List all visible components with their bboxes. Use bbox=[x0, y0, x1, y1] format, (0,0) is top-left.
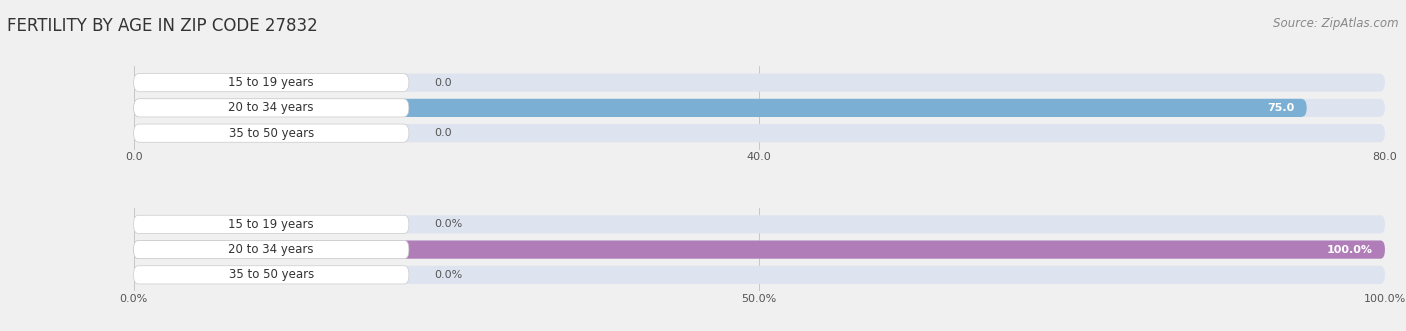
FancyBboxPatch shape bbox=[134, 266, 409, 284]
FancyBboxPatch shape bbox=[134, 215, 1385, 233]
FancyBboxPatch shape bbox=[134, 215, 409, 233]
Text: 100.0%: 100.0% bbox=[1326, 245, 1372, 255]
Text: 0.0: 0.0 bbox=[434, 128, 451, 138]
Text: 35 to 50 years: 35 to 50 years bbox=[229, 268, 314, 281]
Text: 0.0%: 0.0% bbox=[434, 219, 463, 229]
Text: 20 to 34 years: 20 to 34 years bbox=[228, 101, 314, 115]
FancyBboxPatch shape bbox=[134, 99, 1306, 117]
Text: 20 to 34 years: 20 to 34 years bbox=[228, 243, 314, 256]
FancyBboxPatch shape bbox=[134, 73, 1385, 92]
FancyBboxPatch shape bbox=[134, 73, 409, 92]
Text: 75.0: 75.0 bbox=[1267, 103, 1294, 113]
FancyBboxPatch shape bbox=[134, 124, 409, 142]
FancyBboxPatch shape bbox=[134, 266, 1385, 284]
FancyBboxPatch shape bbox=[134, 99, 409, 117]
Text: 15 to 19 years: 15 to 19 years bbox=[228, 76, 314, 89]
FancyBboxPatch shape bbox=[134, 241, 1385, 259]
FancyBboxPatch shape bbox=[134, 241, 1385, 259]
FancyBboxPatch shape bbox=[134, 124, 1385, 142]
Text: Source: ZipAtlas.com: Source: ZipAtlas.com bbox=[1274, 17, 1399, 29]
FancyBboxPatch shape bbox=[134, 241, 409, 259]
Text: 0.0%: 0.0% bbox=[434, 270, 463, 280]
Text: FERTILITY BY AGE IN ZIP CODE 27832: FERTILITY BY AGE IN ZIP CODE 27832 bbox=[7, 17, 318, 34]
FancyBboxPatch shape bbox=[134, 99, 1385, 117]
Text: 15 to 19 years: 15 to 19 years bbox=[228, 218, 314, 231]
Text: 35 to 50 years: 35 to 50 years bbox=[229, 127, 314, 140]
Text: 0.0: 0.0 bbox=[434, 78, 451, 88]
